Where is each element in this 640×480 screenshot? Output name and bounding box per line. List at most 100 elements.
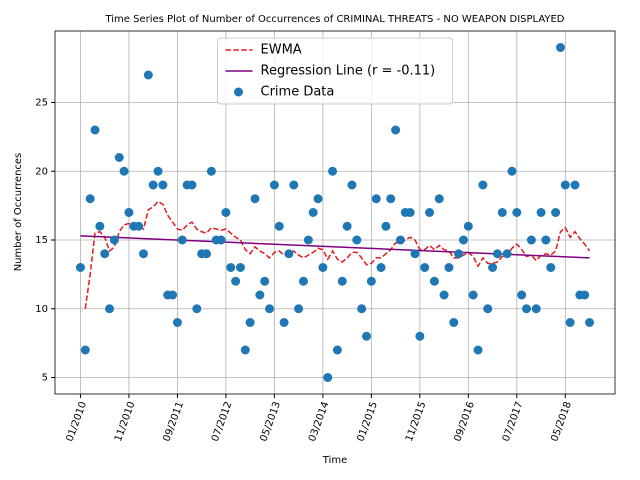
x-tick-label: 01/2010 xyxy=(65,400,90,443)
data-point xyxy=(221,208,231,217)
data-point xyxy=(332,345,342,355)
data-point xyxy=(381,221,391,231)
x-tick-label: 11/2015 xyxy=(404,400,429,443)
data-point xyxy=(420,263,430,272)
data-point xyxy=(386,194,396,204)
y-axis-label: Number of Occurrences xyxy=(13,153,24,272)
legend-box xyxy=(217,37,453,105)
data-point xyxy=(439,290,449,300)
data-point xyxy=(313,194,323,204)
data-point xyxy=(565,318,575,327)
data-point xyxy=(429,276,439,286)
data-point xyxy=(138,249,148,259)
x-tick-label: 09/2016 xyxy=(452,400,477,443)
data-point xyxy=(434,194,444,204)
x-tick-label: 11/2010 xyxy=(113,400,138,443)
data-point xyxy=(294,304,304,314)
data-point xyxy=(168,290,178,300)
data-point xyxy=(192,304,202,314)
data-point xyxy=(483,304,493,314)
data-point xyxy=(284,249,294,259)
x-tick-label: 03/2014 xyxy=(307,400,332,443)
data-point xyxy=(357,304,367,314)
data-point xyxy=(371,194,381,204)
legend-label: Crime Data xyxy=(261,85,335,100)
y-tick-label: 15 xyxy=(35,235,48,246)
data-point xyxy=(570,180,580,190)
data-point xyxy=(352,235,362,245)
data-point xyxy=(148,180,158,190)
data-point xyxy=(75,263,85,272)
data-point xyxy=(449,318,459,327)
data-point xyxy=(206,166,216,176)
data-point xyxy=(478,180,488,190)
data-point xyxy=(526,235,536,245)
data-point xyxy=(289,180,299,190)
data-point xyxy=(119,166,129,176)
data-point xyxy=(454,249,464,259)
data-point xyxy=(269,180,279,190)
data-point xyxy=(328,166,338,176)
plot-frame xyxy=(54,30,616,395)
series-line xyxy=(84,200,591,309)
data-point xyxy=(318,263,328,272)
data-point xyxy=(308,208,318,217)
legend-label: Regression Line (r = -0.11) xyxy=(261,64,436,79)
data-point xyxy=(415,331,425,341)
data-point xyxy=(274,221,284,231)
data-point xyxy=(323,373,333,382)
data-point xyxy=(395,235,405,245)
data-point xyxy=(507,166,517,176)
data-point xyxy=(555,43,565,52)
x-tick-label: 09/2011 xyxy=(162,400,187,443)
data-point xyxy=(463,221,473,231)
data-point xyxy=(488,263,498,272)
data-point xyxy=(531,304,541,314)
x-tick-label: 01/2015 xyxy=(355,400,380,443)
data-point xyxy=(158,180,168,190)
data-point xyxy=(95,221,105,231)
data-point xyxy=(362,331,372,341)
data-point xyxy=(279,318,289,327)
data-point xyxy=(391,125,401,135)
data-point xyxy=(337,276,347,286)
data-point xyxy=(245,318,255,327)
data-point xyxy=(202,249,212,259)
data-point xyxy=(100,249,110,259)
data-point xyxy=(303,235,313,245)
data-point xyxy=(260,276,270,286)
data-point xyxy=(376,263,386,272)
data-point xyxy=(502,249,512,259)
data-point xyxy=(172,318,182,327)
data-point xyxy=(342,221,352,231)
data-point xyxy=(134,221,144,231)
data-point xyxy=(517,290,527,300)
data-point xyxy=(226,263,236,272)
x-tick-label: 05/2013 xyxy=(258,400,283,443)
data-point xyxy=(114,153,124,162)
x-axis-label: Time xyxy=(322,455,347,466)
legend-swatch xyxy=(234,87,243,97)
data-point xyxy=(444,263,454,272)
data-point xyxy=(410,249,420,259)
data-point xyxy=(124,208,134,217)
data-point xyxy=(468,290,478,300)
data-point xyxy=(580,290,590,300)
data-point xyxy=(522,304,532,314)
data-point xyxy=(250,194,260,204)
data-point xyxy=(216,235,226,245)
data-point xyxy=(231,276,241,286)
data-point xyxy=(235,263,245,272)
data-point xyxy=(105,304,115,314)
data-point xyxy=(255,290,265,300)
data-point xyxy=(551,208,561,217)
data-point xyxy=(585,318,595,327)
data-point xyxy=(109,235,119,245)
data-point xyxy=(458,235,468,245)
data-point xyxy=(153,166,163,176)
data-point xyxy=(265,304,275,314)
y-tick-label: 20 xyxy=(35,166,48,177)
chart-title: Time Series Plot of Number of Occurrence… xyxy=(104,14,564,25)
data-point xyxy=(536,208,546,217)
